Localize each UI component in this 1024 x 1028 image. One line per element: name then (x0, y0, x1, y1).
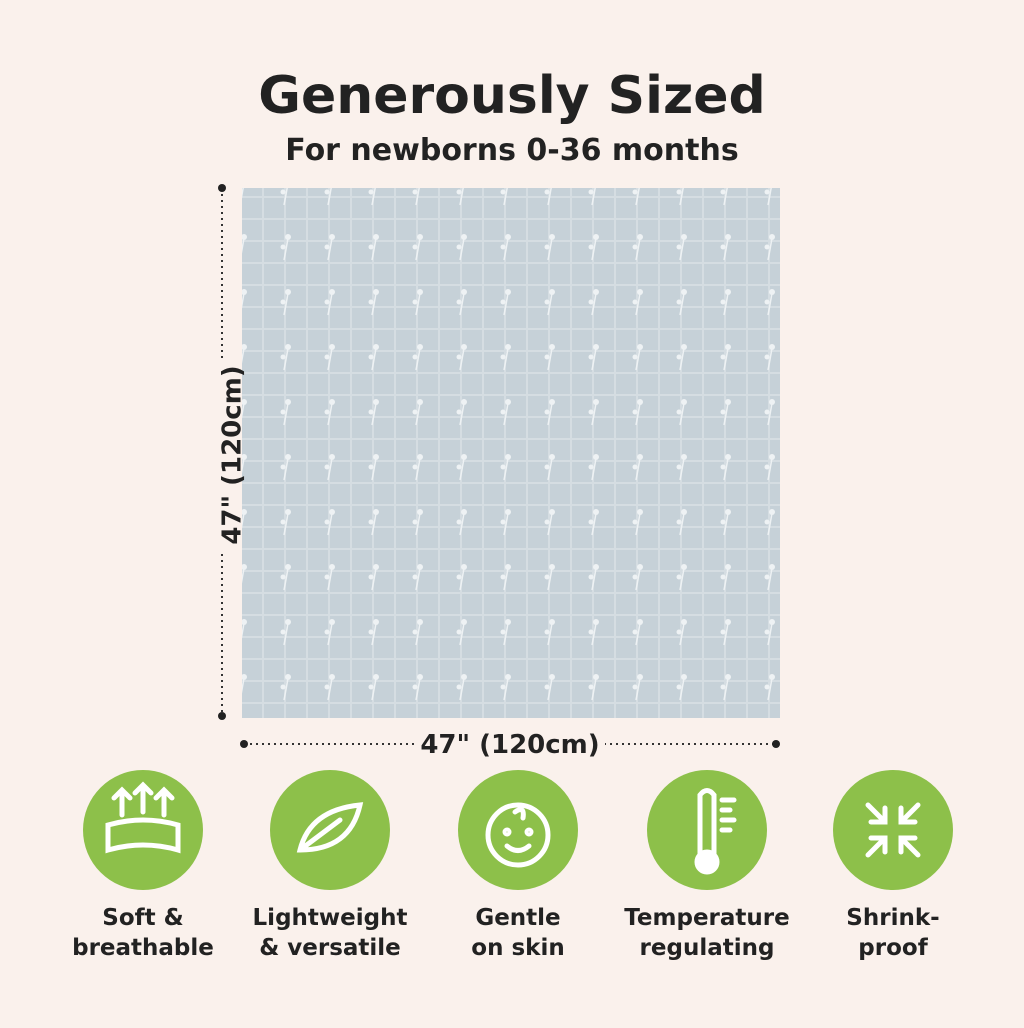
guide-dot (218, 712, 226, 720)
title: Generously Sized (258, 66, 765, 126)
subtitle: For newborns 0-36 months (285, 133, 738, 168)
label-bg (205, 360, 241, 550)
icon-circle (458, 770, 578, 890)
feature-label: Soft & (102, 905, 183, 931)
icon-circle (647, 770, 767, 890)
feature-label: & versatile (259, 935, 401, 961)
feature-label: breathable (72, 935, 214, 961)
guide-dot (218, 184, 226, 192)
icons (83, 770, 953, 890)
icon-circle (833, 770, 953, 890)
width-label: 47" (120cm) (420, 730, 599, 760)
feature-labels: Soft & breathable Lightweight & versatile Ge… (72, 905, 940, 961)
label-bg (415, 728, 605, 760)
icon-glyphs (105, 781, 921, 875)
blanket-pattern (242, 188, 780, 718)
feature-label: Lightweight (253, 905, 408, 931)
feature-label: on skin (471, 935, 564, 961)
guide-dot (240, 740, 248, 748)
feature-label: Shrink- (846, 905, 939, 931)
feature-label: regulating (640, 935, 775, 961)
guide-dot (772, 740, 780, 748)
feature-label: proof (858, 935, 928, 961)
height-label: 47" (120cm) (218, 365, 248, 544)
feature-label: Gentle (475, 905, 560, 931)
feature-label: Temperature (624, 905, 789, 931)
